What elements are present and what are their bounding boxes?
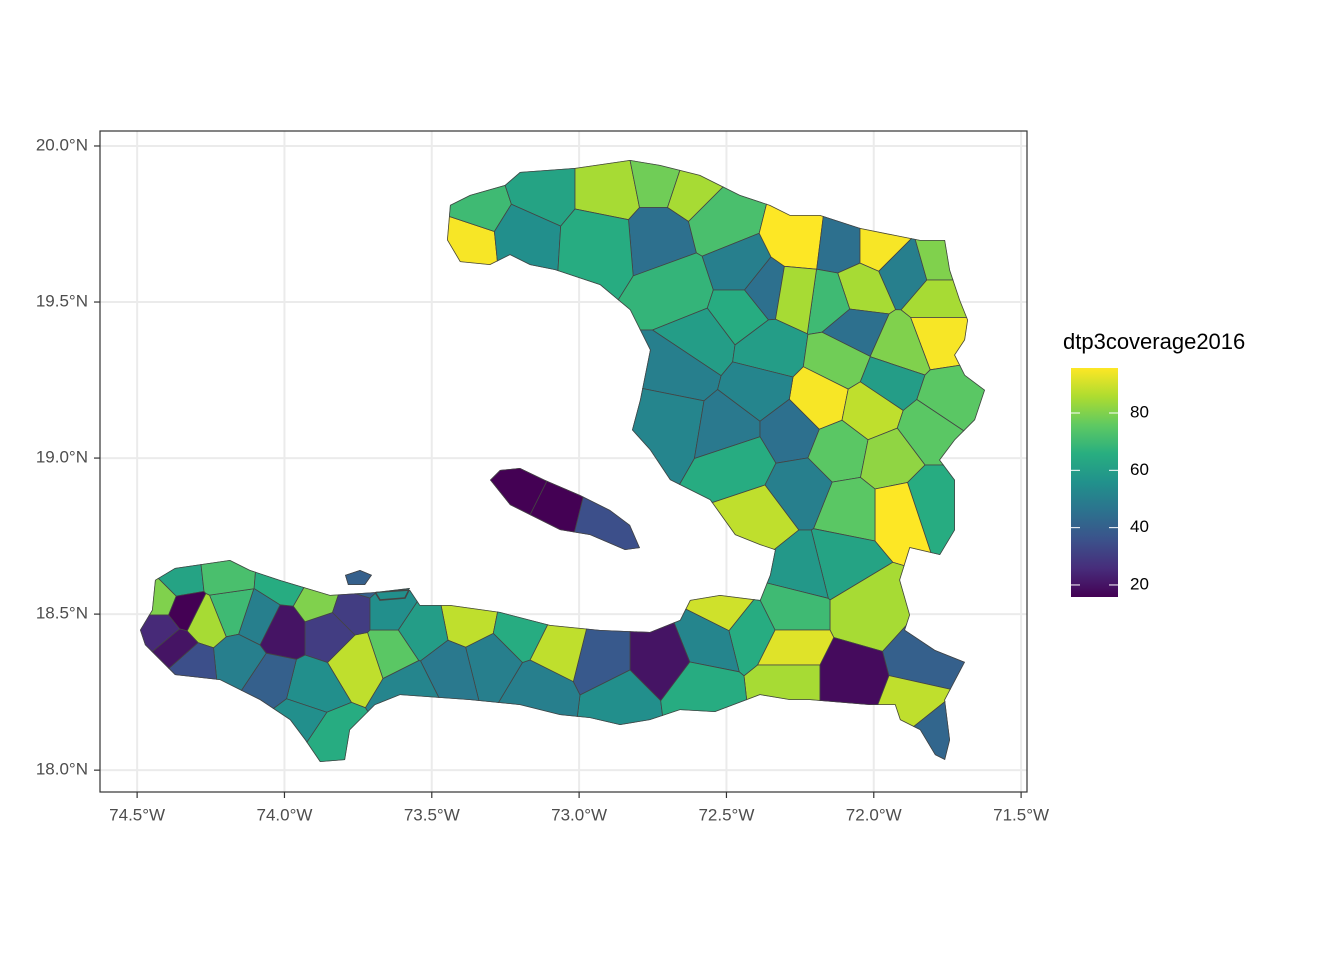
colorbar-label: 60 [1130,460,1149,479]
x-tick-label: 73.5°W [404,805,460,824]
colorbar [1071,368,1118,597]
y-tick-label: 20.0°N [36,135,88,154]
x-tick-label: 74.0°W [256,805,312,824]
y-tick-label: 18.0°N [36,760,88,779]
panel-border [99,130,1028,793]
coastline [140,160,985,762]
x-tick-label: 71.5°W [993,805,1049,824]
y-tick-label: 18.5°N [36,604,88,623]
x-tick-label: 74.5°W [109,805,165,824]
x-tick-label: 72.5°W [698,805,754,824]
colorbar-label: 40 [1130,517,1149,536]
legend-title: dtp3coverage2016 [1063,329,1245,354]
colorbar-label: 20 [1130,574,1149,593]
y-tick-label: 19.5°N [36,292,88,311]
x-tick-label: 73.0°W [551,805,607,824]
x-tick-label: 72.0°W [846,805,902,824]
y-tick-label: 19.0°N [36,448,88,467]
colorbar-label: 80 [1130,402,1149,421]
axes: 74.5°W 74.0°W 73.5°W 73.0°W 72.5°W 72.0°W 71.5… [36,135,1049,824]
legend: 20 40 60 80 [1071,402,1149,593]
